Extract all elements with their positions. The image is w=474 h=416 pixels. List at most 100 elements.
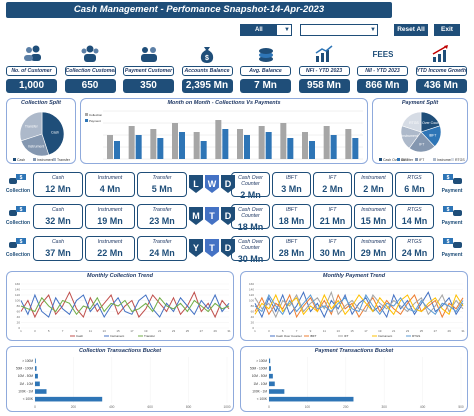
money-bag-icon: $ [182,44,233,64]
legend-label: RTGS [455,158,465,162]
svg-text:$: $ [20,175,23,181]
payment-metric-cell: IBFT 3 Mn [272,172,311,197]
y-tick-label: 100 [15,299,20,303]
y-tick-label: 140 [249,288,254,292]
collection-metric-cell: Instrument 4 Mn [85,172,135,197]
bar [35,358,36,364]
bar [302,132,308,159]
y-tick-label: < 100K [257,397,268,401]
metric-label: IFT [328,175,337,181]
payment-metric-cell: RTGS 6 Mn [395,172,434,197]
monthly-payment-panel: Monthly Payment Trend 0 20 40 60 80 100 120 140… [240,271,468,341]
x-tick-label: 5 [282,329,284,333]
kpi-value: 866 Mn [357,79,408,93]
x-tick-label: 100 [305,405,311,409]
bar [265,132,272,159]
filter-dropdown-primary[interactable]: All ▼ [240,24,292,36]
bar [114,141,120,159]
metric-label: Instrument [361,239,386,245]
kpi-value: 436 Mn [415,79,467,93]
monthly-payment-title: Monthly Payment Trend [322,273,386,279]
metric-label: Cash Over Counter [238,207,263,219]
metric-label: RTGS [407,207,422,213]
collection-metric-cell: Transfer 5 Mn [137,172,187,197]
legend-swatch [85,113,88,116]
x-tick-label: 31 [227,329,231,333]
metric-value: 2 Mn [363,184,384,194]
payment-metric-cell: Instrument 15 Mn [354,204,393,229]
exit-button[interactable]: Exit [434,24,460,36]
metric-row: $ Collection Cash 37 Mn Instrument 22 Mn Trans… [5,236,469,264]
y-tick-label: 80 [17,304,21,308]
pie-slice [41,111,65,156]
metric-value: 30 Mn [237,254,264,264]
legend-label: Instrument [378,334,392,338]
bar [269,366,271,371]
legend-swatch [13,158,16,161]
metric-label: IBFT [285,175,298,181]
filter-dropdown-secondary[interactable]: ▼ [300,24,378,36]
x-tick-label: 0 [268,405,270,409]
x-tick-label: 11 [323,329,326,333]
metric-label: Transfer [152,239,172,245]
legend-swatch [53,158,56,161]
bar [258,126,265,159]
x-tick-label: 21 [158,329,162,333]
bar [107,135,113,159]
y-tick-label: 10M - 50M [18,374,34,378]
period-badge: M [189,207,203,225]
x-tick-label: 17 [364,329,368,333]
period-badge: L [189,175,203,193]
collection-hand-icon: $ [9,206,26,216]
collection-metric-cell: Cash 32 Mn [33,204,83,229]
series-line [254,293,464,316]
y-tick-label: 40 [251,315,255,319]
x-tick-label: 1 [20,329,22,333]
legend-label: Transfer [144,334,155,338]
collection-side: $ Collection [5,204,31,229]
payment-split-panel: Payment Split Cash Over Counter IBFT IFT In… [372,98,468,164]
x-tick-label: 300 [382,405,388,409]
metric-label: RTGS [407,239,422,245]
bar [287,138,294,159]
metric-value: 18 Mn [237,222,264,232]
y-tick-label: 10M - 50M [252,374,268,378]
x-tick-label: 29 [447,329,451,333]
period-badge: Y [189,239,203,257]
reset-all-button[interactable]: Reset All [394,24,428,36]
pie-slice-label: RTGS [409,121,419,125]
x-tick-label: 0 [34,405,36,409]
x-tick-label: 5 [48,329,50,333]
pie-slice [401,111,422,133]
bar [35,396,103,402]
metric-value: 12 Mn [45,184,71,194]
payment-metric-cell: IFT 2 Mn [313,172,352,197]
legend-label: Cash [76,334,83,338]
collection-hand-icon: $ [9,238,26,248]
x-tick-label: 3 [34,329,36,333]
legend-label: Transfer [57,158,71,162]
y-tick-label: 100K - 1M [252,390,267,394]
bar [35,366,37,371]
y-tick-label: 60 [17,310,21,314]
metric-value: 18 Mn [278,216,305,226]
metric-label: Cash Over Counter [238,239,263,251]
x-tick-label: 9 [76,329,78,333]
bar [269,396,354,402]
chevron-down-icon: ▼ [284,27,290,33]
payment-side-label: Payment [441,220,463,226]
collection-metric-cell: Transfer 24 Mn [137,236,187,261]
payment-metric-cell: IFT 21 Mn [313,204,352,229]
payment-metric-cell: Cash Over Counter 18 Mn [231,204,270,232]
payment-split-title: Payment Split [401,100,439,106]
metric-row: $ Collection Cash 32 Mn Instrument 19 Mn Trans… [5,204,469,232]
y-tick-label: 1M - 10M [20,382,34,386]
monthly-collection-panel: Monthly Collection Trend 0 20 40 60 80 100 120… [6,271,234,341]
svg-text:$: $ [447,175,450,181]
legend-swatch [415,158,418,161]
kpi-value: 958 Mn [298,79,350,93]
metric-value: 5 Mn [151,184,173,194]
legend-swatch [397,158,400,161]
metric-value: 23 Mn [149,216,175,226]
